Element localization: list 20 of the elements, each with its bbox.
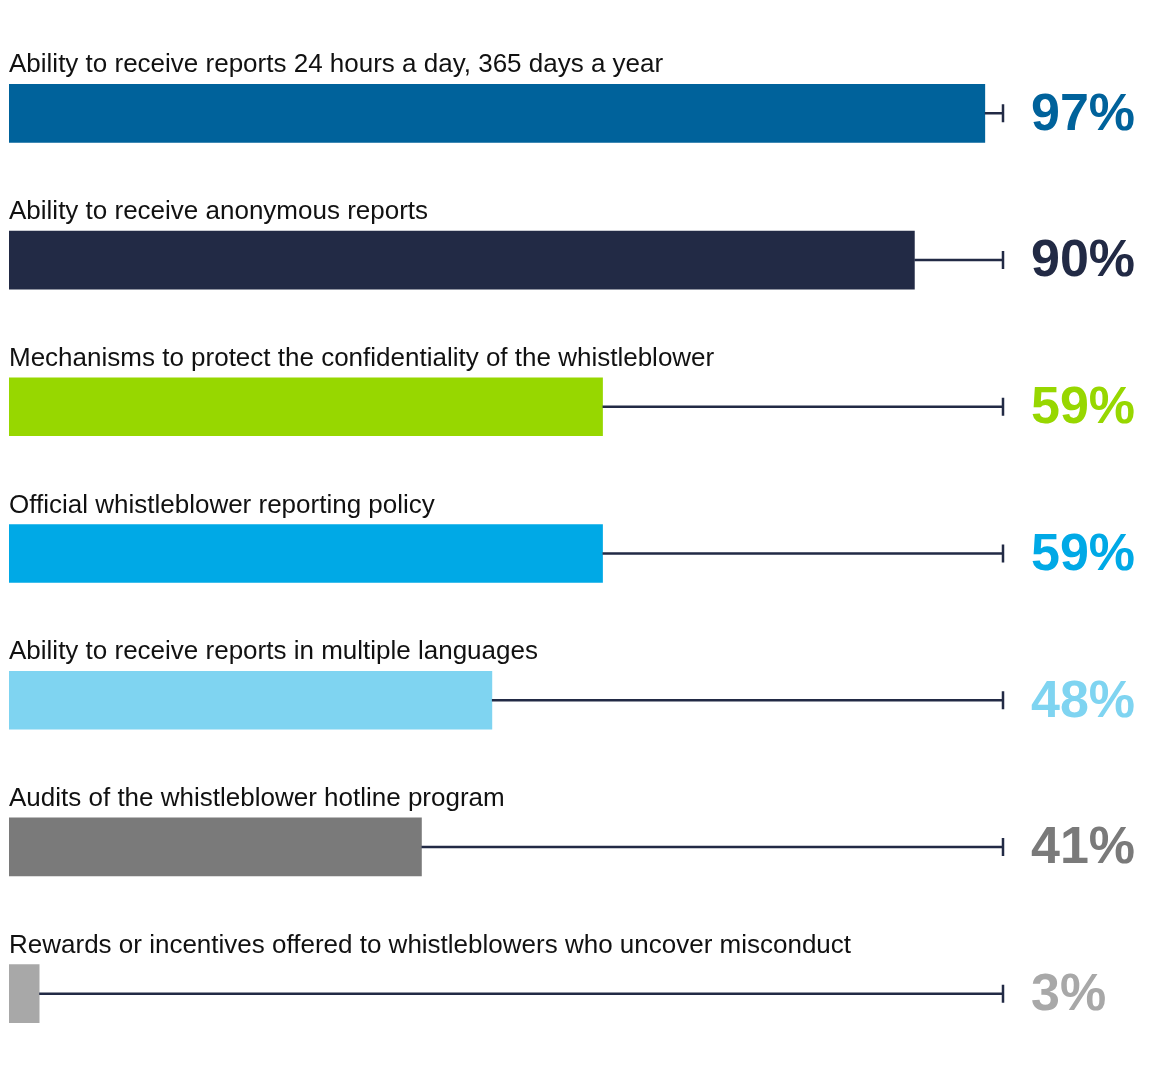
y-tick-label: Rewards or incentives offered to whistleblowers who uncover misconduct [9,928,852,959]
data-label: 59% [1031,376,1136,435]
bar [9,964,40,1023]
bar [9,377,603,437]
data-label: 97% [1031,82,1136,141]
data-label: 59% [1031,522,1136,581]
bar [9,84,986,143]
data-label: 41% [1031,816,1136,875]
y-tick-label: Audits of the whistleblower hotline program [9,781,505,812]
bar [9,817,422,877]
y-tick-label: Mechanisms to protect the confidentiality of the whistleblower [9,341,715,372]
y-tick-label: Official whistleblower reporting policy [9,488,435,519]
y-tick-label: Ability to receive reports in multiple languages [9,635,538,666]
data-label: 3% [1031,962,1107,1021]
bar [9,524,603,583]
y-tick-label: Ability to receive anonymous reports [9,195,429,226]
data-label: 48% [1031,669,1136,728]
bar [9,670,493,730]
y-tick-label: Ability to receive reports 24 hours a day, 365 days a year [9,48,664,79]
data-label: 90% [1031,229,1136,288]
